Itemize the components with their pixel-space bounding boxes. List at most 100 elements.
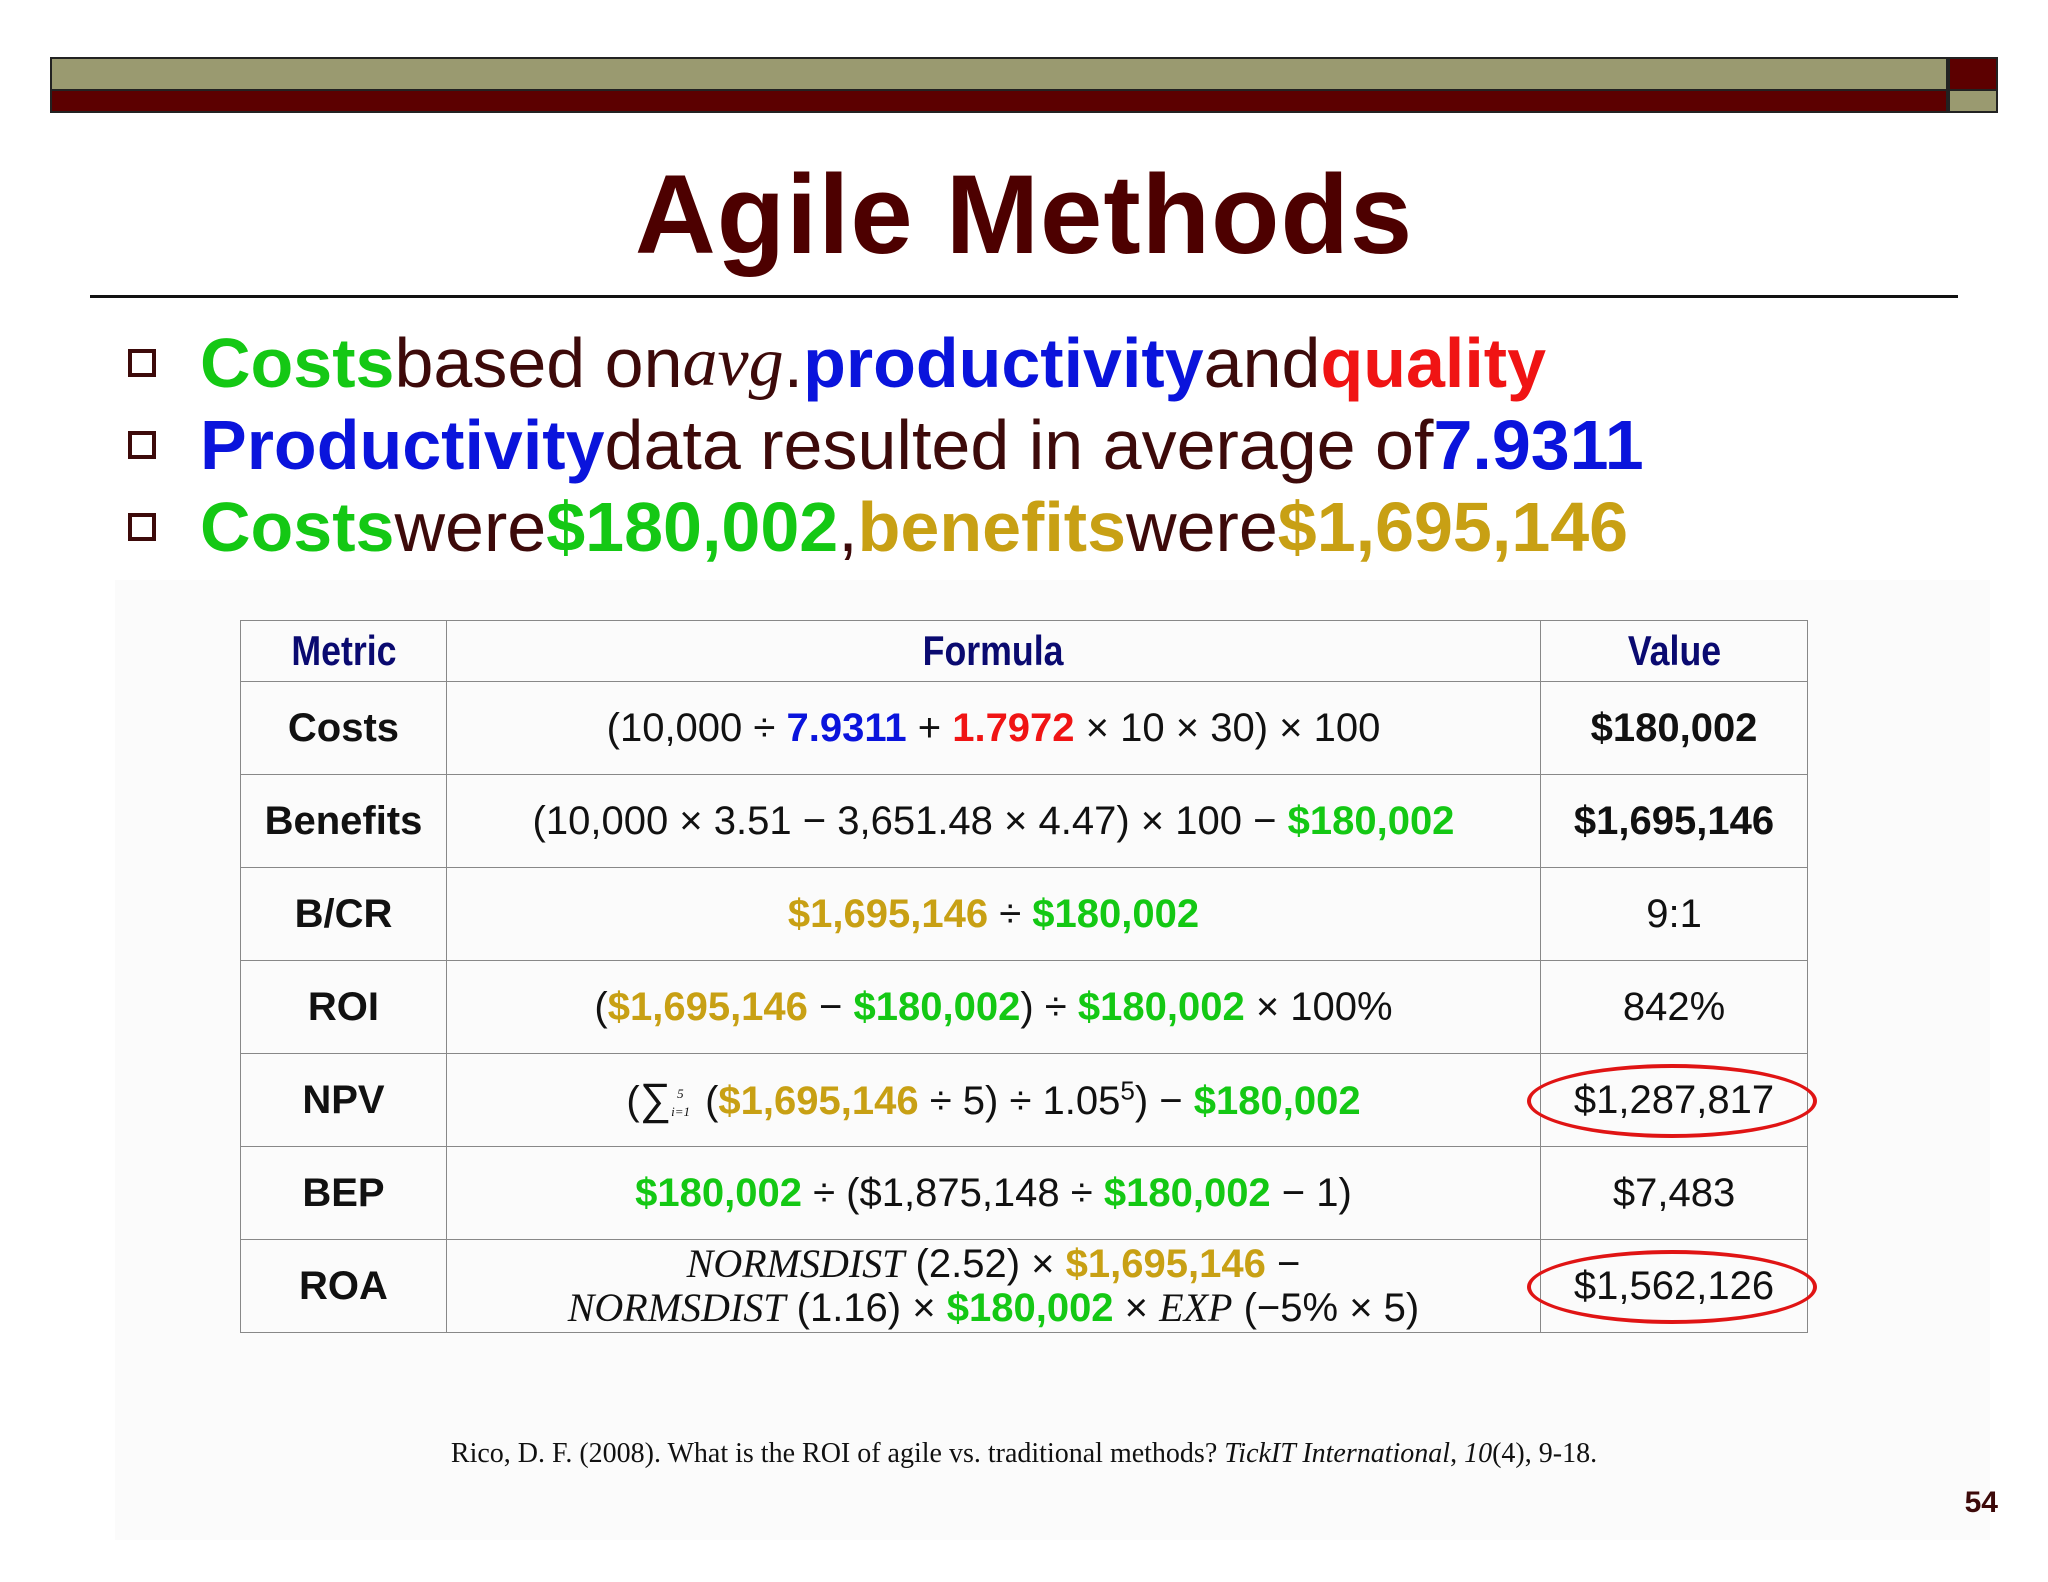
highlight-circle (1527, 1064, 1818, 1138)
formula-term: $1,695,146 (607, 984, 808, 1029)
formula-term: 1.7972 (952, 705, 1075, 750)
bullet-text: . (783, 324, 804, 402)
metric-cell: ROI (240, 960, 447, 1054)
formula-text: (1.16) × (785, 1286, 947, 1330)
bullet-value: 7.9311 (1433, 406, 1644, 484)
formula-cell: (10,000 ÷ 7.9311 + 1.7972 × 10 × 30) × 1… (445, 681, 1542, 775)
slide-header-bar (50, 57, 1998, 113)
bullet-item: Costs based on avg. productivity and qua… (125, 322, 2005, 404)
formula-term: $180,002 (1077, 984, 1245, 1029)
formula-line: NORMSDIST (1.16) × $180,002 × EXP (−5% ×… (447, 1285, 1540, 1331)
formula-text: × 10 × 30) × 100 (1074, 705, 1381, 750)
formula-text: × 100% (1244, 984, 1393, 1029)
value-cell: $1,287,817 (1527, 1053, 1818, 1147)
column-header-formula: Formula (528, 620, 1459, 682)
formula-cell: (10,000 × 3.51 − 3,651.48 × 4.47) × 100 … (445, 774, 1542, 868)
bullet-italic-text: avg (682, 324, 784, 401)
value-cell: 9:1 (1540, 867, 1808, 961)
table-header-row: Metric Formula Value (241, 620, 1808, 682)
bullet-text: data resulted in average of (604, 406, 1434, 484)
metrics-table: Metric Formula Value Costs (10,000 ÷ 7.9… (240, 620, 1818, 1333)
summation-icon: ∑ (639, 1075, 672, 1124)
formula-text: × (1113, 1286, 1160, 1330)
citation-text: (4), 9-18. (1492, 1438, 1598, 1469)
summation-upper: 5 (677, 1086, 684, 1102)
formula-line: NORMSDIST (2.52) × $1,695,146 − (447, 1242, 1540, 1287)
formula-text: ( (594, 984, 608, 1029)
citation: Rico, D. F. (2008). What is the ROI of a… (0, 1438, 2048, 1470)
metric-cell: B/CR (240, 867, 447, 961)
header-bar-maroon (50, 91, 1948, 113)
formula-text: ( (693, 1079, 719, 1123)
table-row: ROA NORMSDIST (2.52) × $1,695,146 − NORM… (240, 1239, 1818, 1333)
metric-cell: Costs (240, 681, 447, 775)
formula-text: ) − (1134, 1079, 1194, 1123)
header-bar-olive (50, 57, 1948, 91)
formula-text: ( (626, 1079, 640, 1123)
bullet-value: $1,695,146 (1277, 488, 1629, 566)
formula-text: ÷ ($1,875,148 ÷ (801, 1170, 1104, 1215)
table-row: NPV (∑ 5 i=1 ($1,695,146 ÷ 5) ÷ 1.055) − $… (240, 1053, 1818, 1147)
summation-lower: i=1 (671, 1104, 690, 1120)
formula-term: $180,002 (1103, 1170, 1271, 1215)
formula-term: $1,695,146 (787, 891, 989, 936)
highlight-circle (1527, 1250, 1818, 1324)
bullet-text: based on (394, 324, 683, 402)
square-bullet-icon (128, 513, 156, 541)
formula-text: ÷ 5) ÷ 1.05 (918, 1079, 1121, 1123)
square-bullet-icon (128, 431, 156, 459)
value-cell: $1,562,126 (1527, 1239, 1818, 1333)
bullet-keyword: benefits (857, 488, 1127, 566)
column-header-value: Value (1560, 620, 1788, 682)
bullet-value: $180,002 (546, 488, 839, 566)
bullet-keyword: productivity (803, 324, 1204, 402)
metric-cell: NPV (240, 1053, 447, 1147)
formula-cell: $180,002 ÷ ($1,875,148 ÷ $180,002 − 1) (445, 1146, 1542, 1240)
table-row: ROI ($1,695,146 − $180,002) ÷ $180,002 ×… (240, 960, 1808, 1054)
slide-title: Agile Methods (634, 152, 1414, 277)
value-cell: $180,002 (1540, 681, 1808, 775)
exponent: 5 (1120, 1075, 1135, 1106)
citation-text: Rico, D. F. (2008). What is the ROI of a… (450, 1438, 1225, 1469)
square-bullet-icon (128, 349, 156, 377)
formula-text: ÷ (988, 891, 1033, 936)
formula-text: (2.52) × (904, 1242, 1066, 1286)
value-cell: $1,695,146 (1540, 774, 1808, 868)
formula-text: (10,000 × 3.51 − 3,651.48 × 4.47) × 100 … (532, 798, 1288, 843)
formula-text: (10,000 ÷ (606, 705, 787, 750)
summation-limits: 5 i=1 (671, 1085, 690, 1121)
table-row: Costs (10,000 ÷ 7.9311 + 1.7972 × 10 × 3… (240, 681, 1808, 775)
formula-cell: ($1,695,146 − $180,002) ÷ $180,002 × 100… (445, 960, 1542, 1054)
header-square-maroon (1948, 57, 1998, 91)
metric-cell: Benefits (240, 774, 447, 868)
citation-text: , (1450, 1438, 1465, 1469)
formula-text: + (906, 705, 953, 750)
bullet-keyword: Costs (200, 324, 395, 402)
bullet-text: were (394, 488, 547, 566)
value-cell: $7,483 (1540, 1146, 1808, 1240)
formula-term: $180,002 (853, 984, 1021, 1029)
table-row: BEP $180,002 ÷ ($1,875,148 ÷ $180,002 − … (240, 1146, 1808, 1240)
formula-term: $180,002 (946, 1286, 1114, 1330)
formula-cell: (∑ 5 i=1 ($1,695,146 ÷ 5) ÷ 1.055) − $180,… (445, 1053, 1542, 1147)
formula-function: EXP (1159, 1285, 1233, 1330)
formula-text: ) ÷ (1020, 984, 1078, 1029)
formula-term: $180,002 (1032, 891, 1200, 936)
bullet-keyword: Productivity (200, 406, 605, 484)
bullet-keyword: quality (1320, 324, 1547, 402)
page-number: 54 (1964, 1486, 1998, 1519)
formula-text: − (1265, 1242, 1301, 1286)
formula-term: $1,695,146 (718, 1079, 919, 1123)
formula-function: NORMSDIST (567, 1285, 786, 1330)
citation-journal: TickIT International (1224, 1438, 1451, 1469)
formula-text: − (807, 984, 854, 1029)
header-square-olive (1948, 91, 1998, 113)
formula-term: $180,002 (635, 1170, 802, 1215)
formula-term: $1,695,146 (1065, 1242, 1266, 1286)
table-row: B/CR $1,695,146 ÷ $180,002 9:1 (240, 867, 1808, 961)
formula-text: − 1) (1270, 1170, 1352, 1215)
bullet-item: Productivity data resulted in average of… (125, 404, 2005, 486)
title-divider (90, 295, 1958, 298)
bullet-text: , (838, 488, 858, 566)
formula-term: $180,002 (1287, 798, 1455, 843)
